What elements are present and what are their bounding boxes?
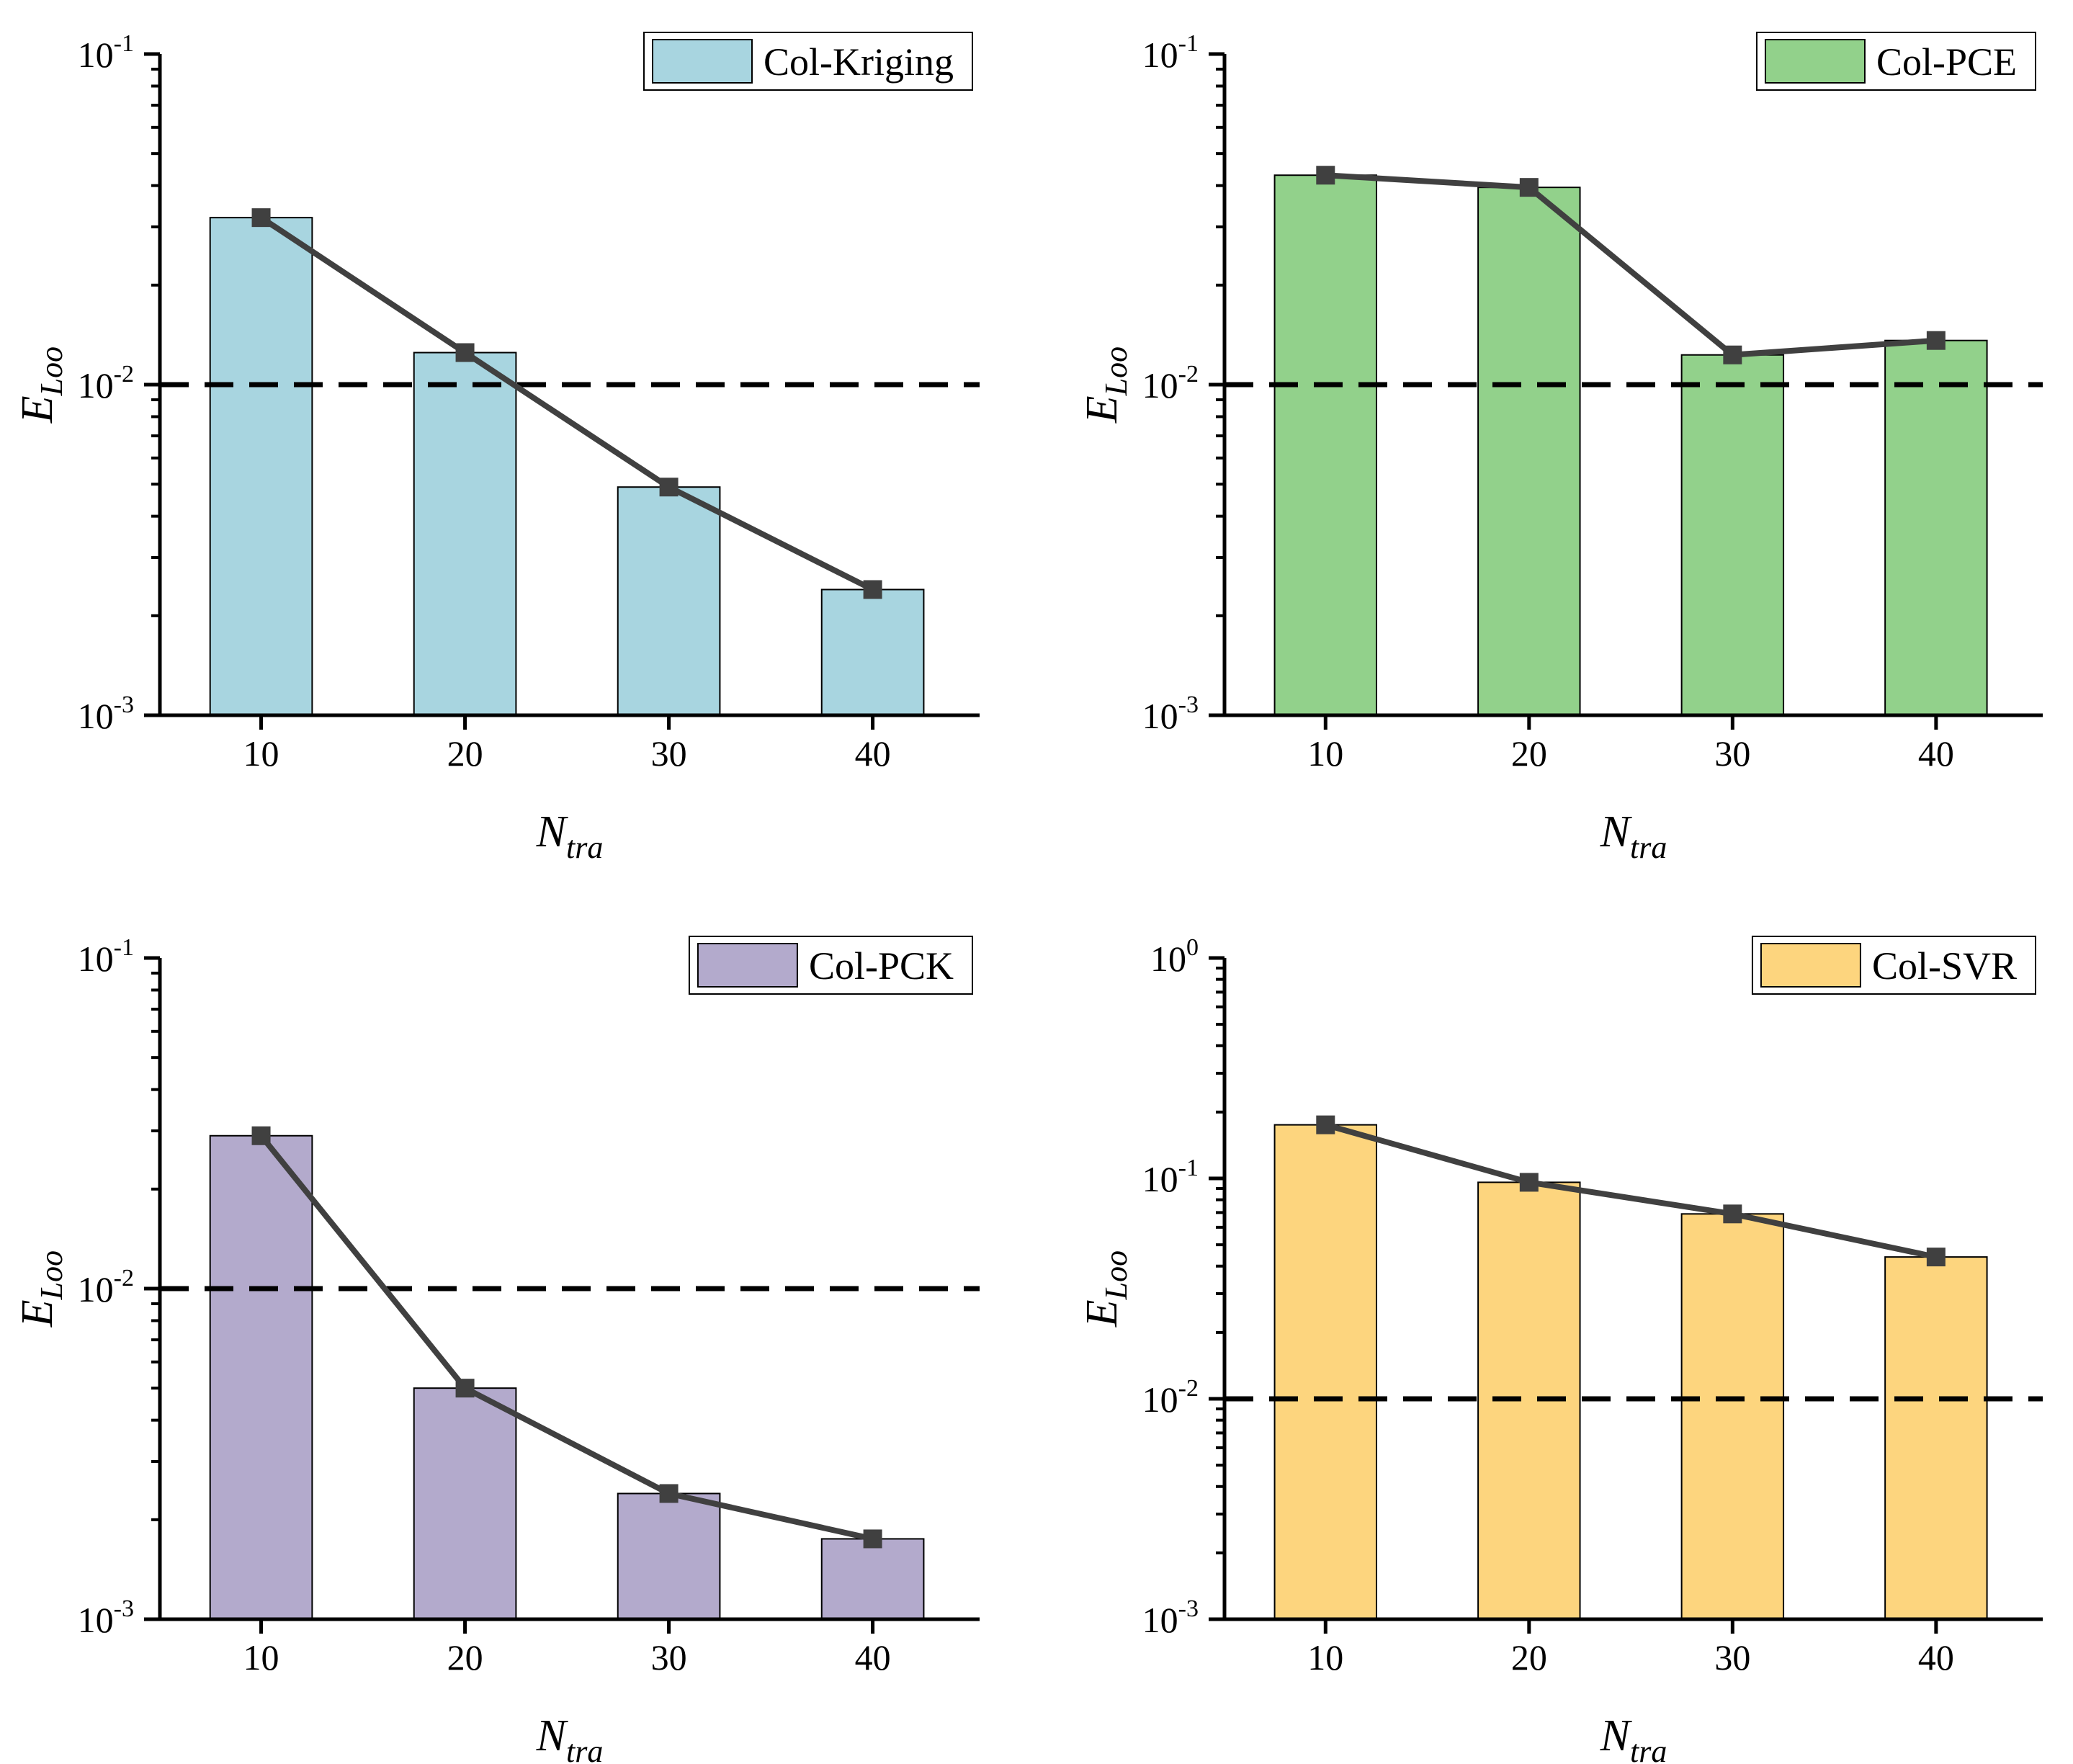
bar-30: [1680, 354, 1785, 716]
bar-40: [820, 1538, 925, 1621]
x-axis-title: Ntra: [1600, 1711, 1667, 1764]
x-tick-label: 40: [855, 733, 891, 774]
x-tick-label: 30: [1714, 1637, 1750, 1678]
y-tick-label: 10-3: [78, 1595, 134, 1640]
y-axis-title: ELoo: [13, 1250, 69, 1328]
line-marker-40: [1926, 331, 1946, 350]
y-tick-label: 10-2: [78, 1265, 134, 1309]
line-marker-20: [455, 343, 475, 362]
bar-30: [617, 486, 721, 716]
legend-swatch: [697, 943, 798, 988]
y-tick-label: 10-1: [78, 30, 134, 75]
line-marker-20: [1519, 1173, 1539, 1192]
x-tick-label: 40: [1918, 1637, 1954, 1678]
chart-panel-2: 10-3 10-2 10-1 10 20 30 40 Ntra ELoo Col-PCE: [1078, 30, 2043, 865]
x-tick-label: 10: [243, 1637, 279, 1678]
x-axis-title: Ntra: [536, 1711, 604, 1764]
legend: Col-Kriging: [643, 32, 973, 91]
chart-panel-1: 10-3 10-2 10-1 10 20 30 40 Ntra ELoo Col-Kriging: [13, 30, 980, 865]
legend-label: Col-PCK: [809, 944, 954, 988]
line-marker-30: [1723, 1204, 1742, 1224]
series-line: [1325, 172, 1937, 358]
x-tick-label: 30: [651, 733, 687, 774]
x-tick-label: 30: [651, 1637, 687, 1678]
bar-20: [1477, 187, 1581, 716]
bar-30: [1680, 1213, 1785, 1620]
legend-label: Col-SVR: [1872, 944, 2017, 988]
y-tick-label: 10-3: [1142, 691, 1199, 736]
x-tick-label: 10: [1307, 733, 1343, 774]
y-tick-label: 10-2: [78, 361, 134, 406]
chart-panel-3: 10-3 10-2 10-1 10 20 30 40 Ntra ELoo Col-PCK: [13, 934, 980, 1764]
legend-swatch: [652, 39, 753, 84]
line-marker-40: [863, 580, 882, 599]
x-axis-title: Ntra: [536, 807, 604, 865]
legend: Col-PCE: [1755, 32, 2036, 91]
y-axis-title: ELoo: [1078, 346, 1134, 424]
series-line: [259, 215, 874, 593]
y-axis-title: ELoo: [13, 346, 69, 424]
bar-40: [1884, 1256, 1988, 1621]
x-tick-label: 20: [1511, 1637, 1547, 1678]
line-marker-40: [863, 1529, 882, 1549]
line-marker-10: [251, 208, 271, 228]
y-tick-label: 10-1: [1142, 30, 1199, 75]
legend-label: Col-Kriging: [764, 40, 954, 84]
x-tick-label: 10: [1307, 1637, 1343, 1678]
x-tick-label: 20: [447, 733, 483, 774]
bar-40: [1884, 339, 1988, 716]
bar-20: [413, 1387, 517, 1620]
x-tick-label: 20: [1511, 733, 1547, 774]
bar-30: [617, 1492, 721, 1621]
y-tick-label: 100: [1150, 934, 1199, 979]
series-line: [259, 1134, 874, 1542]
line-marker-10: [1316, 166, 1335, 185]
y-tick-label: 10-2: [1142, 361, 1199, 406]
legend-swatch: [1760, 943, 1861, 988]
y-tick-label: 10-2: [1142, 1375, 1199, 1420]
bar-20: [413, 352, 517, 716]
bar-10: [209, 217, 313, 716]
legend-swatch: [1764, 39, 1866, 84]
legend: Col-SVR: [1751, 936, 2036, 995]
line-marker-40: [1926, 1248, 1946, 1267]
chart-panel-4: 10-3 10-2 10-1 100 10 20 30 40 Ntra ELoo Col-SVR: [1078, 934, 2043, 1764]
x-tick-label: 40: [855, 1637, 891, 1678]
line-marker-30: [659, 478, 679, 497]
y-tick-label: 10-3: [78, 691, 134, 736]
x-tick-label: 40: [1918, 733, 1954, 774]
y-tick-label: 10-3: [1142, 1595, 1199, 1640]
line-marker-20: [455, 1379, 475, 1398]
bar-10: [209, 1134, 313, 1620]
x-axis-title: Ntra: [1600, 807, 1667, 865]
line-marker-10: [1316, 1115, 1335, 1134]
y-axis-title: ELoo: [1078, 1250, 1134, 1328]
y-tick-label: 10-1: [1142, 1155, 1199, 1199]
y-tick-label: 10-1: [78, 934, 134, 979]
legend-label: Col-PCE: [1876, 40, 2017, 84]
line-marker-10: [251, 1126, 271, 1145]
legend: Col-PCK: [688, 936, 973, 995]
series-line: [1325, 1121, 1937, 1261]
x-tick-label: 10: [243, 733, 279, 774]
line-marker-30: [1723, 345, 1742, 364]
line-marker-20: [1519, 178, 1539, 197]
line-marker-30: [659, 1484, 679, 1503]
x-tick-label: 20: [447, 1637, 483, 1678]
x-tick-label: 30: [1714, 733, 1750, 774]
bar-10: [1273, 1124, 1378, 1620]
bar-10: [1273, 174, 1378, 716]
bar-40: [820, 588, 925, 716]
